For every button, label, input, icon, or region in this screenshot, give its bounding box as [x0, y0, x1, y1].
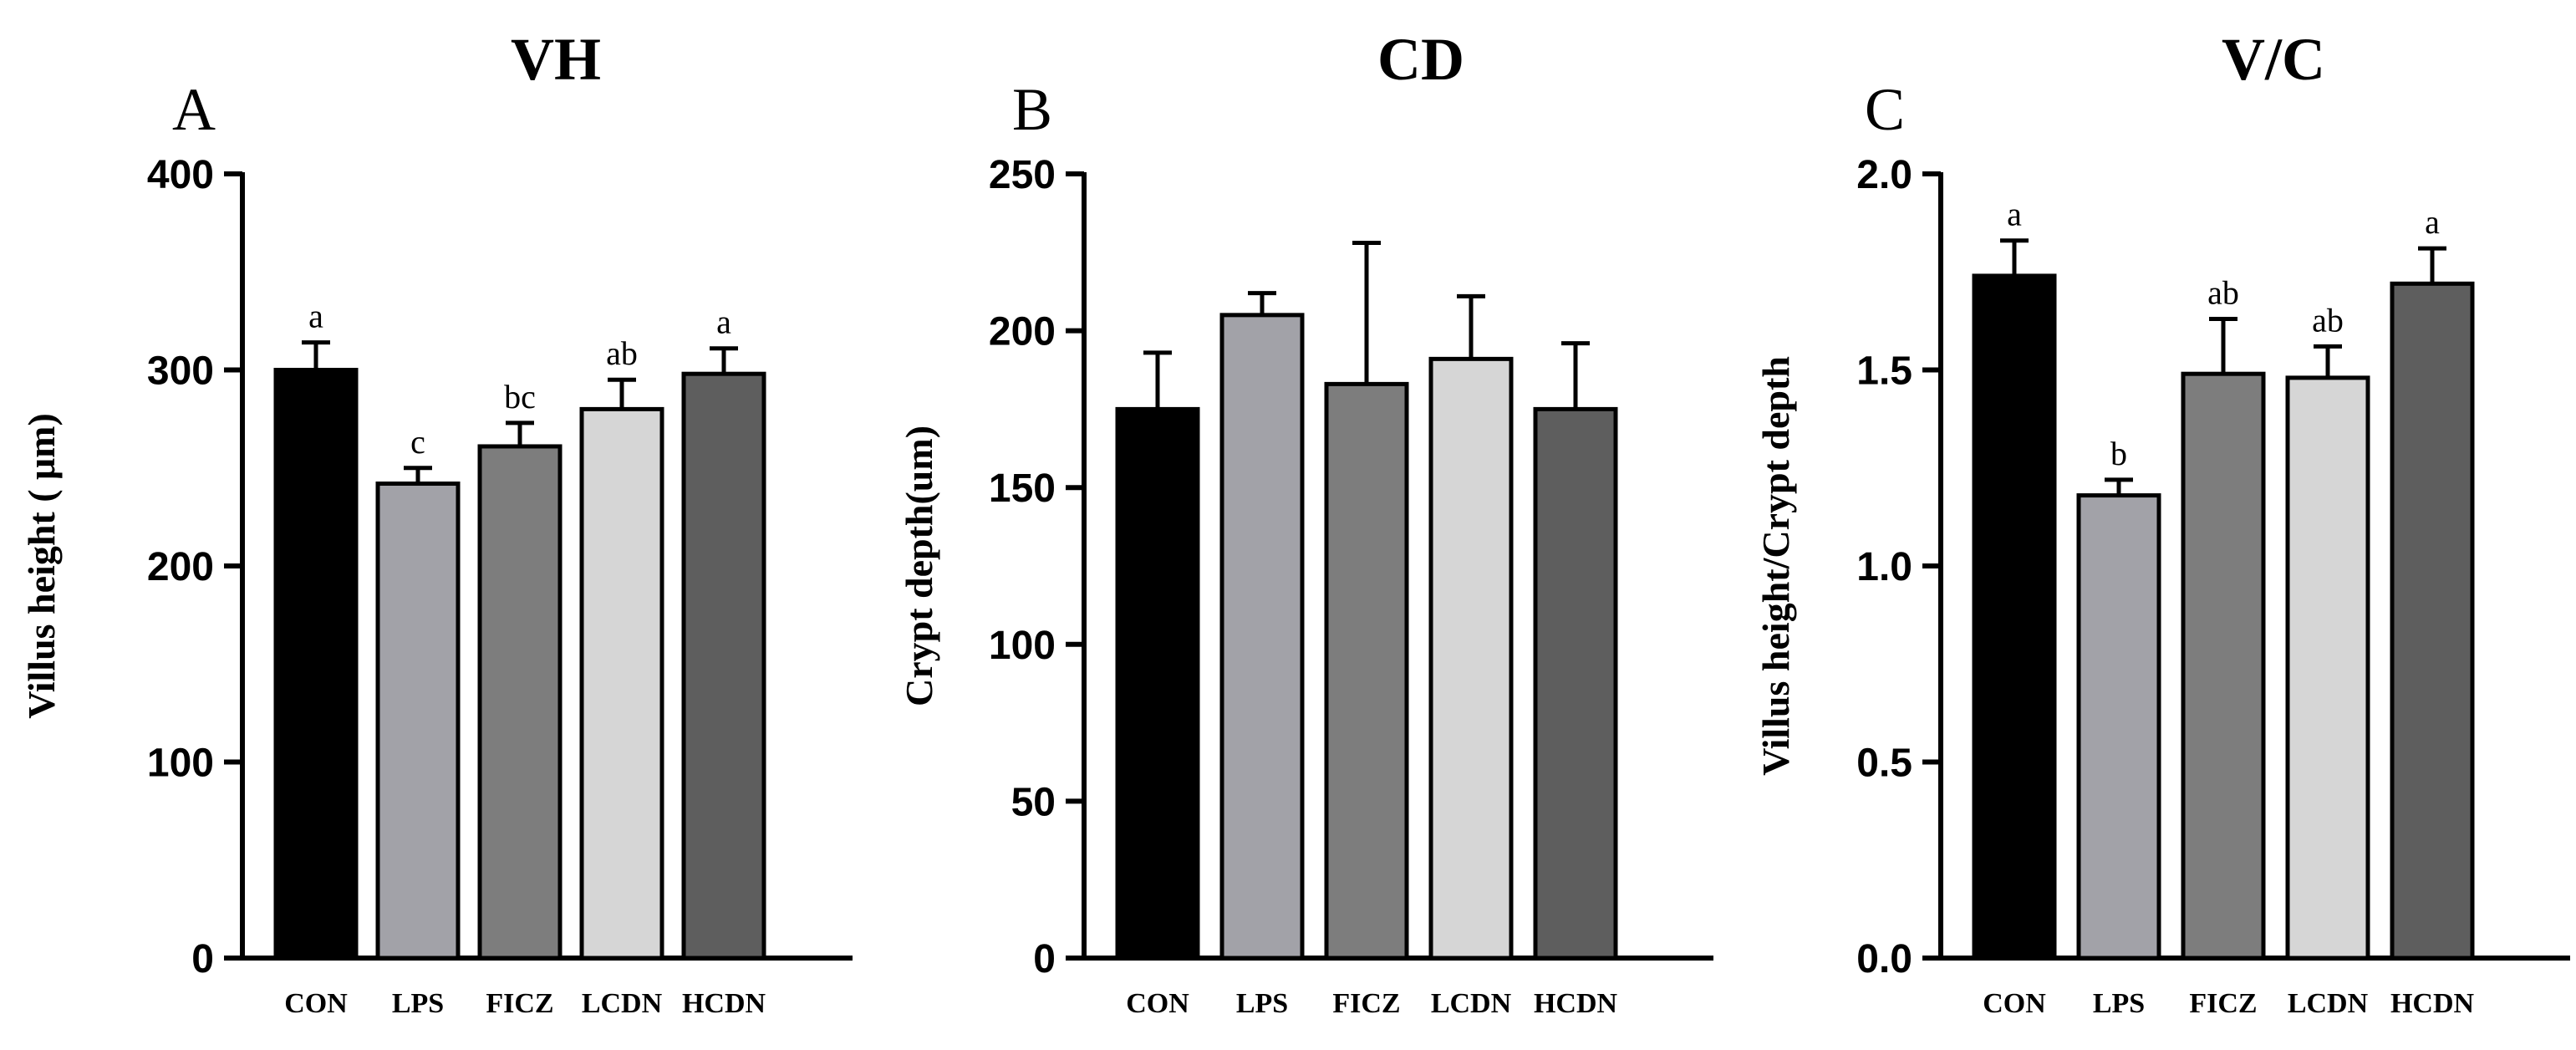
x-tick-label: FICZ	[2189, 988, 2257, 1019]
x-tick-label: LCDN	[2288, 988, 2369, 1019]
bar-ficz	[1324, 381, 1409, 961]
y-tick-label: 100	[989, 624, 1056, 668]
significance-letter: ab	[2207, 274, 2239, 312]
bar-con	[273, 368, 359, 961]
y-tick-label: 50	[1011, 780, 1056, 824]
y-tick-label: 1.0	[1856, 545, 1912, 589]
panel-letter: C	[1865, 76, 1905, 143]
chart-panel-b: CD B Crypt depth(um) 0 50 100 150 200 250 CON LPS F…	[898, 26, 1713, 1019]
y-tick-label: 0	[1033, 937, 1056, 981]
chart-title: VH	[511, 26, 601, 93]
x-tick-label: HCDN	[2390, 988, 2475, 1019]
bar-ficz	[2181, 371, 2266, 961]
x-tick-label: FICZ	[1332, 988, 1400, 1019]
y-axis-label: Villus height ( μm)	[20, 413, 63, 719]
bar-hcdn	[681, 371, 766, 961]
panel-letter: B	[1012, 76, 1052, 143]
chart-title: V/C	[2222, 26, 2325, 93]
y-tick-label: 400	[147, 153, 214, 197]
y-tick-label: 2.0	[1856, 153, 1912, 197]
x-tick-label: LCDN	[1431, 988, 1512, 1019]
bar-hcdn	[2390, 281, 2475, 961]
y-tick-label: 250	[989, 153, 1056, 197]
y-tick-label: 150	[989, 466, 1056, 511]
y-axis-label: Crypt depth(um)	[898, 426, 940, 706]
y-axis-label: Villus height/Crypt depth	[1754, 356, 1797, 776]
y-tick-label: 0	[191, 937, 214, 981]
bar-con	[1115, 406, 1200, 961]
x-tick-label: HCDN	[682, 988, 766, 1019]
y-tick-label: 300	[147, 349, 214, 394]
panel-letter: A	[172, 76, 216, 143]
significance-letter: a	[2425, 203, 2440, 241]
y-tick-label: 1.5	[1856, 349, 1912, 394]
x-tick-label: LCDN	[582, 988, 663, 1019]
x-tick-label: FICZ	[486, 988, 553, 1019]
significance-letter: c	[410, 423, 425, 461]
chart-panel-c: V/C C Villus height/Crypt depth 0.0 0.5 1.0 1.…	[1754, 26, 2570, 1019]
x-tick-label: LPS	[2093, 988, 2145, 1019]
x-tick-label: CON	[1983, 988, 2046, 1019]
x-tick-label: CON	[1126, 988, 1189, 1019]
y-tick-label: 200	[989, 310, 1056, 354]
chart-panel-a: VH A Villus height ( μm) 0 100 200 300 400 CON a L…	[20, 26, 853, 1019]
bar-lcdn	[1428, 356, 1514, 961]
significance-letter: b	[2110, 435, 2127, 472]
significance-letter: ab	[606, 334, 638, 372]
y-tick-label: 0.0	[1856, 937, 1912, 981]
x-tick-label: LPS	[1236, 988, 1288, 1019]
x-tick-label: HCDN	[1534, 988, 1618, 1019]
bar-lcdn	[2285, 375, 2370, 961]
x-tick-label: CON	[284, 988, 348, 1019]
y-tick-label: 100	[147, 742, 214, 786]
bar-lps	[1219, 313, 1305, 961]
bar-lps	[2076, 493, 2161, 961]
bar-con	[1972, 273, 2057, 961]
bar-lps	[375, 482, 461, 961]
bar-lcdn	[579, 406, 664, 961]
x-tick-label: LPS	[392, 988, 444, 1019]
significance-letter: ab	[2312, 301, 2344, 339]
bar-ficz	[477, 444, 563, 961]
significance-letter: a	[308, 298, 323, 335]
y-tick-label: 0.5	[1856, 742, 1912, 786]
significance-letter: a	[2007, 196, 2022, 233]
chart-title: CD	[1377, 26, 1464, 93]
significance-letter: bc	[504, 378, 536, 415]
significance-letter: a	[716, 303, 731, 341]
bar-hcdn	[1533, 406, 1618, 961]
y-tick-label: 200	[147, 545, 214, 589]
